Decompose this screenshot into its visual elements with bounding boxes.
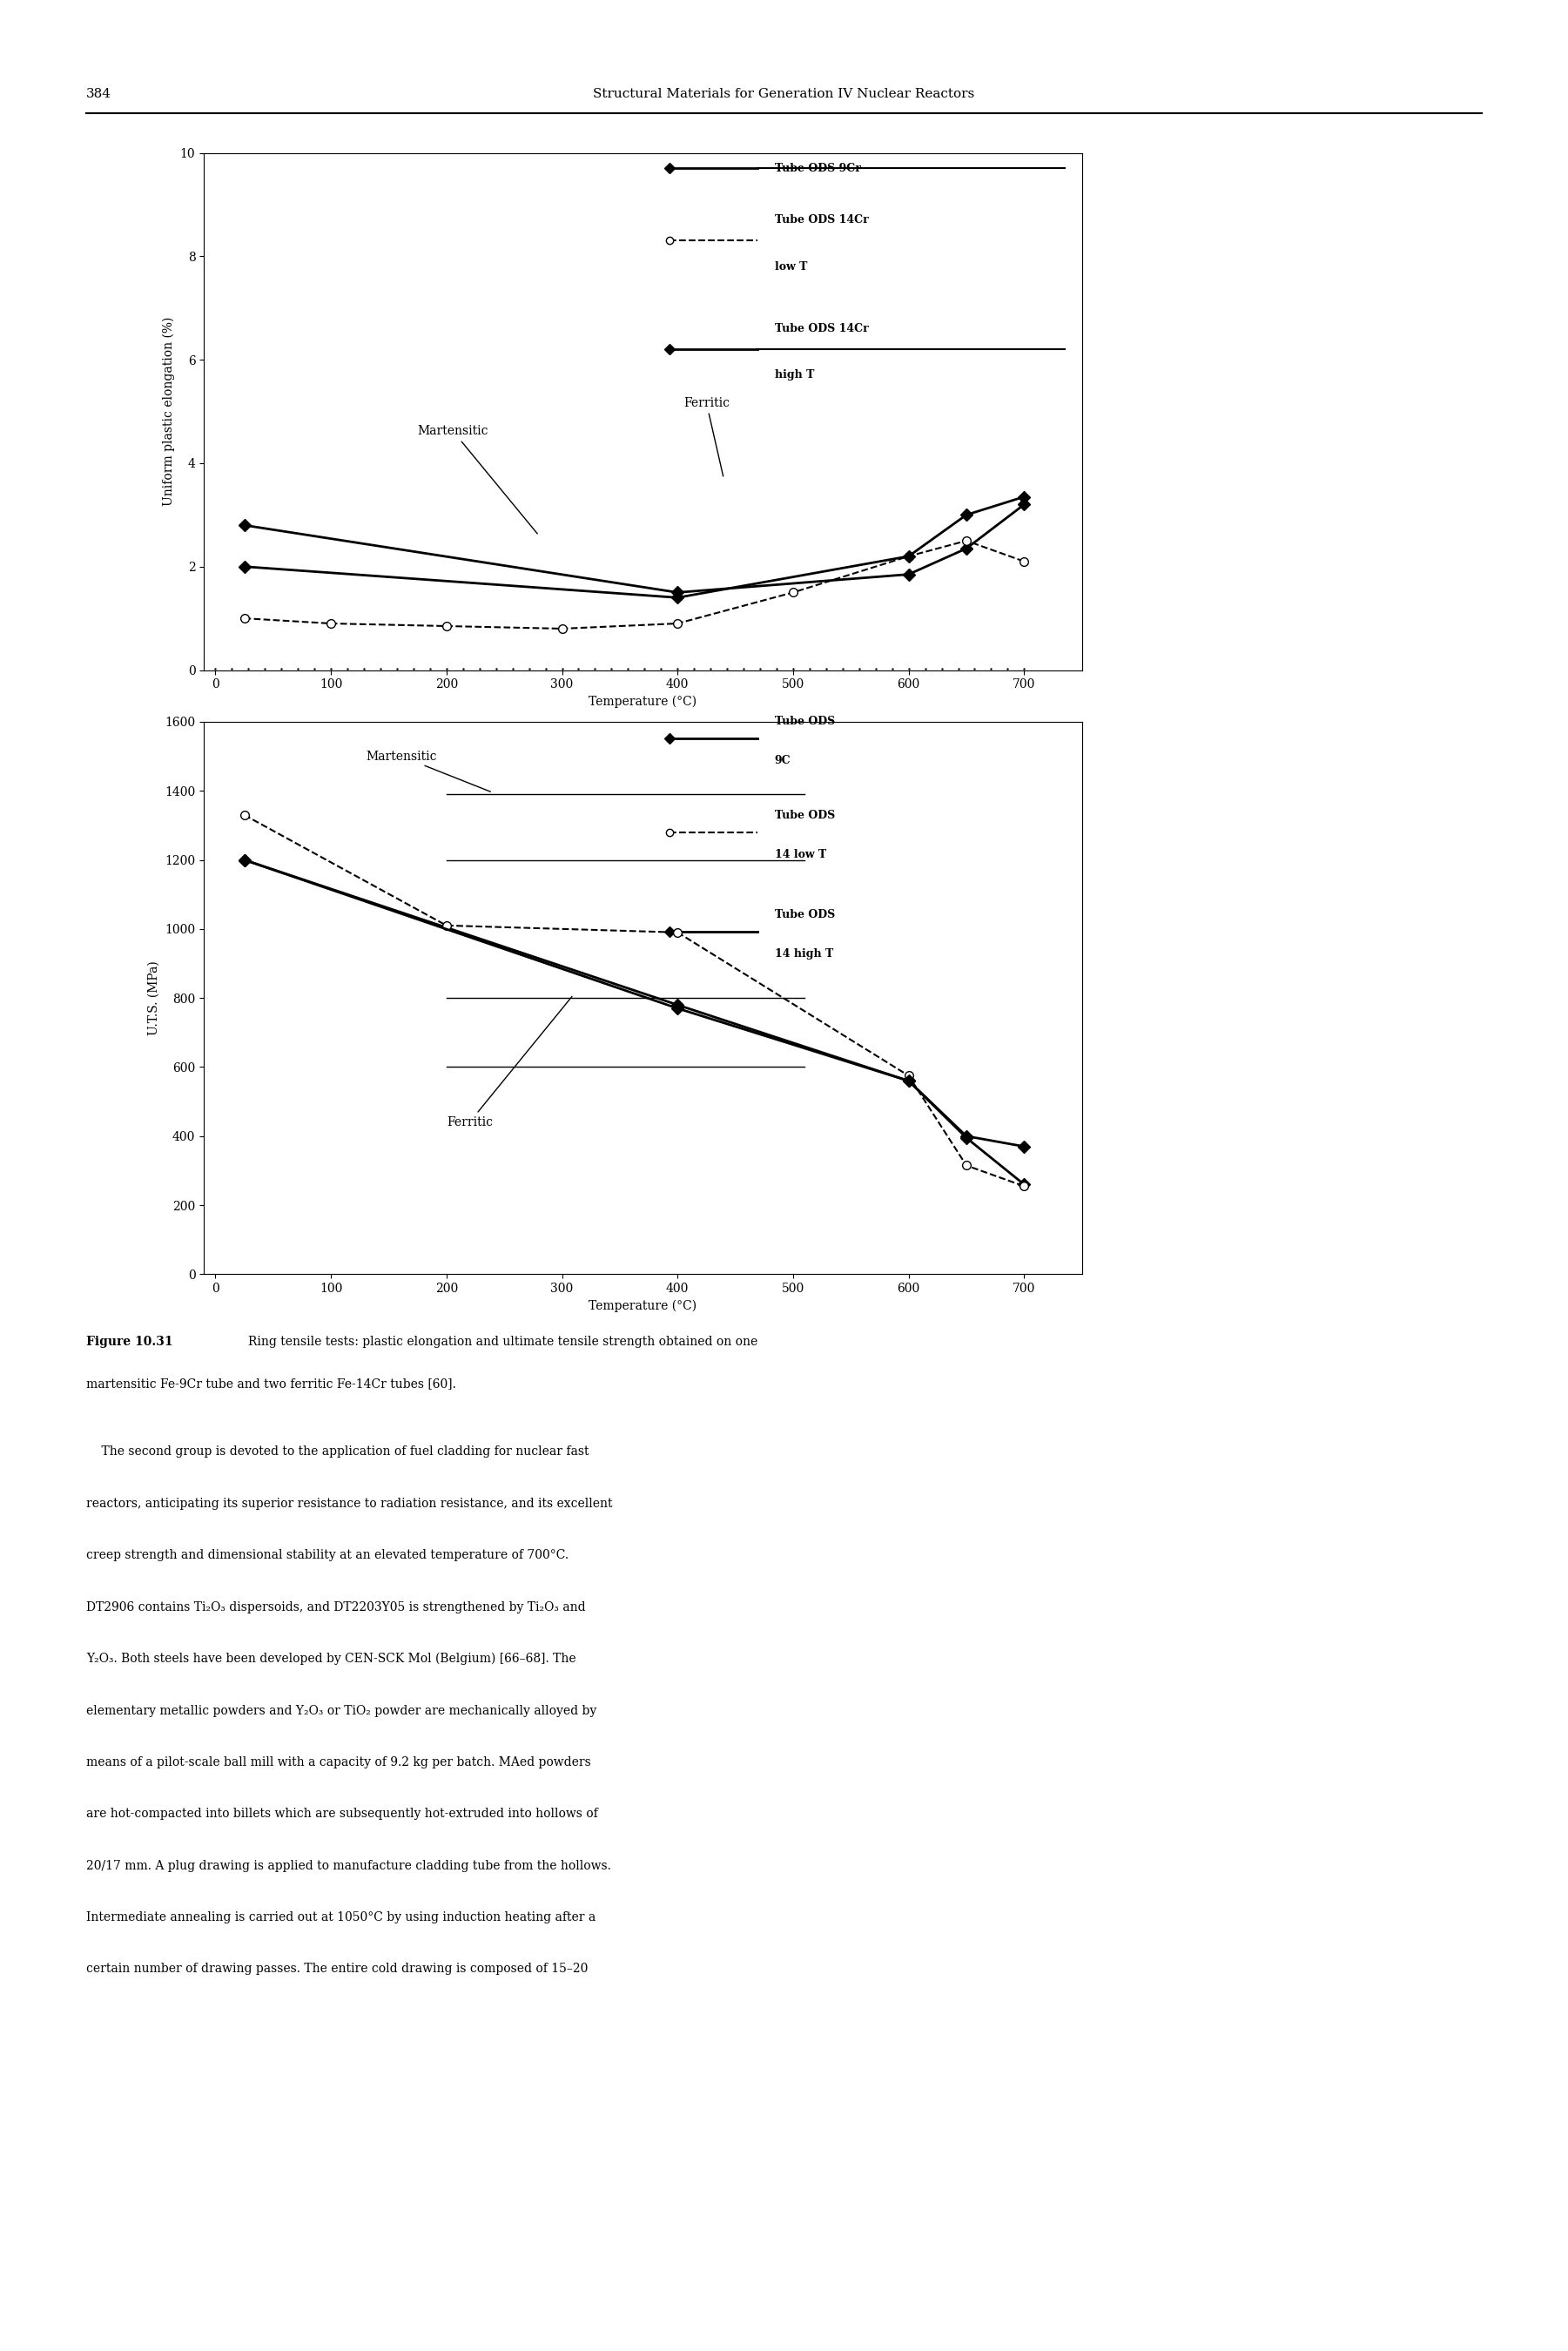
Text: certain number of drawing passes. The entire cold drawing is composed of 15–20: certain number of drawing passes. The en… (86, 1963, 588, 1975)
Text: high T: high T (775, 369, 814, 381)
Text: Ferritic: Ferritic (447, 997, 572, 1128)
Text: reactors, anticipating its superior resistance to radiation resistance, and its : reactors, anticipating its superior resi… (86, 1498, 613, 1509)
Text: Intermediate annealing is carried out at 1050°C by using induction heating after: Intermediate annealing is carried out at… (86, 1911, 596, 1923)
Text: The second group is devoted to the application of fuel cladding for nuclear fast: The second group is devoted to the appli… (86, 1446, 590, 1458)
Text: Martensitic: Martensitic (365, 750, 491, 792)
Text: 384: 384 (86, 87, 111, 101)
Text: means of a pilot-scale ball mill with a capacity of 9.2 kg per batch. MAed powde: means of a pilot-scale ball mill with a … (86, 1756, 591, 1768)
Text: Y₂O₃. Both steels have been developed by CEN-SCK Mol (Belgium) [66–68]. The: Y₂O₃. Both steels have been developed by… (86, 1653, 575, 1665)
Text: low T: low T (775, 261, 808, 273)
Text: Tube ODS 9Cr: Tube ODS 9Cr (775, 162, 861, 174)
Text: Structural Materials for Generation IV Nuclear Reactors: Structural Materials for Generation IV N… (593, 87, 975, 101)
Text: Figure 10.31: Figure 10.31 (86, 1335, 172, 1347)
Text: Ferritic: Ferritic (684, 397, 729, 477)
Text: Tube ODS: Tube ODS (775, 910, 834, 922)
Text: elementary metallic powders and Y₂O₃ or TiO₂ powder are mechanically alloyed by: elementary metallic powders and Y₂O₃ or … (86, 1704, 597, 1716)
Text: Ring tensile tests: plastic elongation and ultimate tensile strength obtained on: Ring tensile tests: plastic elongation a… (248, 1335, 757, 1347)
Y-axis label: Uniform plastic elongation (%): Uniform plastic elongation (%) (163, 317, 176, 505)
Text: 14 high T: 14 high T (775, 947, 833, 959)
Text: 20/17 mm. A plug drawing is applied to manufacture cladding tube from the hollow: 20/17 mm. A plug drawing is applied to m… (86, 1860, 612, 1871)
Text: martensitic Fe-9Cr tube and two ferritic Fe-14Cr tubes [60].: martensitic Fe-9Cr tube and two ferritic… (86, 1378, 456, 1389)
Text: Tube ODS 14Cr: Tube ODS 14Cr (775, 214, 869, 226)
Y-axis label: U.T.S. (MPa): U.T.S. (MPa) (147, 962, 160, 1034)
Text: Tube ODS: Tube ODS (775, 811, 834, 820)
X-axis label: Temperature (°C): Temperature (°C) (590, 1300, 696, 1312)
Text: Tube ODS 14Cr: Tube ODS 14Cr (775, 322, 869, 334)
Text: are hot-compacted into billets which are subsequently hot-extruded into hollows : are hot-compacted into billets which are… (86, 1808, 597, 1820)
Text: Tube ODS: Tube ODS (775, 717, 834, 726)
Text: 9C: 9C (775, 755, 790, 766)
Text: creep strength and dimensional stability at an elevated temperature of 700°C.: creep strength and dimensional stability… (86, 1549, 569, 1561)
Text: DT2906 contains Ti₂O₃ dispersoids, and DT2203Y05 is strengthened by Ti₂O₃ and: DT2906 contains Ti₂O₃ dispersoids, and D… (86, 1601, 586, 1613)
Text: 14 low T: 14 low T (775, 849, 826, 860)
Text: Martensitic: Martensitic (417, 426, 538, 534)
X-axis label: Temperature (°C): Temperature (°C) (590, 696, 696, 708)
